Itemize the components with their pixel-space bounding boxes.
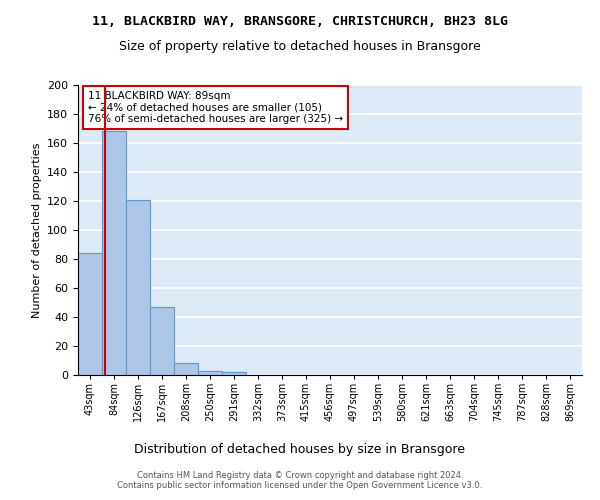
Bar (222, 372, 246, 375)
Bar (174, 364, 198, 375)
Text: Size of property relative to detached houses in Bransgore: Size of property relative to detached ho… (119, 40, 481, 53)
Y-axis label: Number of detached properties: Number of detached properties (32, 142, 41, 318)
Text: 11 BLACKBIRD WAY: 89sqm
← 24% of detached houses are smaller (105)
76% of semi-d: 11 BLACKBIRD WAY: 89sqm ← 24% of detache… (88, 91, 343, 124)
Bar (78, 253, 102, 375)
Bar (198, 370, 222, 375)
Bar (126, 200, 150, 375)
Bar (102, 132, 126, 375)
Text: 11, BLACKBIRD WAY, BRANSGORE, CHRISTCHURCH, BH23 8LG: 11, BLACKBIRD WAY, BRANSGORE, CHRISTCHUR… (92, 15, 508, 28)
Text: Contains HM Land Registry data © Crown copyright and database right 2024.
Contai: Contains HM Land Registry data © Crown c… (118, 470, 482, 490)
Text: Distribution of detached houses by size in Bransgore: Distribution of detached houses by size … (134, 442, 466, 456)
Bar (150, 307, 174, 375)
